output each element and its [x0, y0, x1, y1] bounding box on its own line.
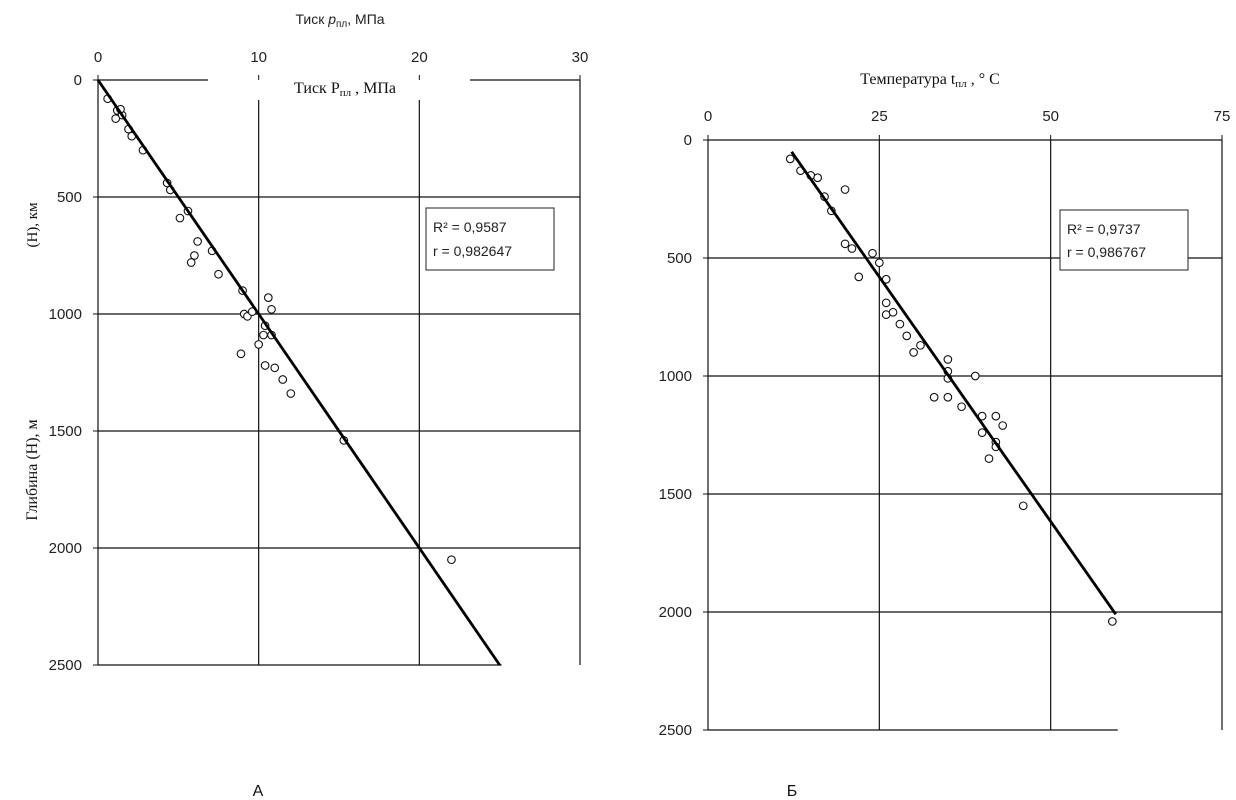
chart-a-inner-label-bg — [208, 70, 470, 100]
chart-a-data-point — [447, 555, 456, 565]
chart-a-data-point — [270, 363, 280, 373]
chart-a-r-label: r = 0,982647 — [433, 243, 512, 259]
chart-b-data-point — [916, 340, 925, 350]
chart-b-data-point — [943, 392, 953, 402]
panel-label-a: А — [253, 783, 264, 800]
chart-a-y-tick-label: 2500 — [49, 657, 82, 674]
chart-b-data-point — [902, 331, 912, 341]
chart-a-y-tick-label: 500 — [57, 189, 82, 206]
chart-b-x-tick-label: 0 — [704, 108, 712, 125]
chart-a-x-tick-label: 10 — [250, 49, 267, 66]
chart-a: Тиск pпл, МПа Тиск Pпл , МПа Глибина (Н)… — [24, 11, 588, 674]
chart-a-y-tick-label: 0 — [74, 72, 82, 89]
chart-a-data-point — [190, 251, 199, 260]
chart-b-y-tick-label: 1000 — [659, 368, 692, 385]
chart-a-data-point — [254, 340, 264, 349]
chart-a-x-tick-label: 30 — [572, 49, 589, 66]
chart-b-data-point — [998, 421, 1008, 430]
chart-a-stats-box — [425, 207, 555, 271]
chart-a-y-tick-label: 1000 — [49, 306, 82, 323]
chart-a-data-point — [175, 213, 185, 223]
chart-b-data-point — [854, 272, 864, 282]
chart-a-inner-axis-title: Тиск Pпл , МПа — [294, 80, 396, 99]
chart-b-stats-box — [1059, 209, 1189, 271]
chart-b-data-point — [840, 239, 850, 249]
chart-a-data-point — [259, 330, 268, 340]
chart-b-points — [785, 154, 1117, 626]
chart-b-data-point — [1018, 501, 1028, 511]
chart-b-y-tick-label: 2000 — [659, 604, 692, 621]
chart-b-data-point — [984, 454, 994, 463]
chart-b-data-point — [888, 307, 898, 317]
chart-a-trendline-group — [96, 79, 501, 666]
chart-a-axes — [97, 79, 580, 666]
chart-b: Температура tпл , ° С 0 25 50 75 0 500 1000 150… — [659, 71, 1231, 739]
chart-a-data-point — [260, 361, 270, 370]
chart-b-data-point — [1107, 617, 1117, 626]
chart-a-r2-label: R² = 0,9587 — [433, 219, 507, 235]
chart-a-data-point — [236, 349, 246, 359]
chart-b-trendline — [790, 150, 1117, 616]
chart-a-y-tick-label: 1500 — [49, 423, 82, 440]
chart-b-y-tick-label: 500 — [667, 250, 692, 267]
chart-a-data-point — [193, 237, 202, 246]
chart-b-data-point — [881, 298, 891, 308]
chart-b-data-point — [957, 402, 966, 412]
chart-b-r2-label: R² = 0,9737 — [1067, 221, 1141, 237]
chart-b-data-point — [785, 154, 795, 164]
chart-b-data-point — [895, 319, 905, 329]
chart-b-top-axis-title: Температура tпл , ° С — [860, 71, 1000, 90]
chart-b-data-point — [943, 355, 953, 364]
chart-a-ticks: 0 10 20 30 0 500 1000 1500 2000 2500 — [49, 49, 589, 674]
chart-a-data-point — [267, 304, 276, 314]
chart-a-x-tick-label: 0 — [94, 49, 102, 66]
chart-a-data-point — [286, 389, 296, 398]
chart-a-y-axis-title: Глибина (Н), м — [24, 419, 41, 520]
chart-a-data-point — [186, 258, 196, 267]
chart-b-x-tick-label: 25 — [871, 108, 888, 125]
chart-b-ticks: 0 25 50 75 0 500 1000 1500 2000 2500 — [659, 108, 1231, 739]
chart-a-data-point — [263, 293, 273, 302]
chart-b-y-tick-label: 0 — [684, 132, 692, 149]
chart-b-x-tick-label: 50 — [1042, 108, 1059, 125]
chart-a-trendline — [96, 79, 501, 666]
chart-b-data-point — [970, 371, 980, 381]
chart-a-x-tick-label: 20 — [411, 49, 428, 66]
panel-label-b: Б — [787, 783, 798, 800]
chart-a-data-point — [278, 375, 288, 384]
chart-b-y-tick-label: 1500 — [659, 486, 692, 503]
chart-b-data-point — [929, 392, 939, 402]
chart-b-data-point — [977, 428, 987, 437]
chart-a-top-axis-title: Тиск pпл, МПа — [295, 11, 384, 30]
chart-b-data-point — [840, 185, 850, 194]
chart-a-y-axis-title-overlap: (Н), км — [25, 202, 41, 248]
chart-b-data-point — [868, 248, 877, 258]
chart-b-data-point — [813, 173, 823, 183]
chart-a-y-tick-label: 2000 — [49, 540, 82, 557]
chart-b-data-point — [847, 244, 857, 253]
chart-b-axes — [707, 139, 1222, 731]
chart-b-data-point — [991, 411, 1001, 421]
chart-a-data-point — [214, 269, 223, 279]
chart-b-data-point — [909, 348, 918, 357]
chart-b-trendline-group — [790, 150, 1117, 616]
chart-a-grid — [98, 80, 581, 665]
chart-b-data-point — [874, 258, 884, 268]
chart-b-x-tick-label: 75 — [1214, 108, 1231, 125]
chart-b-r-label: r = 0,986767 — [1067, 244, 1146, 260]
chart-b-y-tick-label: 2500 — [659, 722, 692, 739]
chart-a-data-point — [111, 114, 121, 123]
